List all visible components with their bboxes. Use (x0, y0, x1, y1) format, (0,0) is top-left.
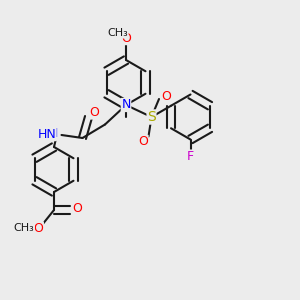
Text: CH₃: CH₃ (107, 28, 128, 38)
Text: O: O (162, 89, 171, 103)
Text: CH₃: CH₃ (14, 223, 34, 233)
Text: O: O (34, 222, 43, 235)
Text: O: O (72, 202, 82, 215)
Text: N: N (121, 98, 131, 112)
Text: S: S (147, 110, 156, 124)
Text: H: H (50, 128, 58, 139)
Text: N: N (49, 127, 58, 140)
Text: HN: HN (37, 128, 56, 141)
Text: O: O (121, 32, 131, 45)
Text: O: O (138, 135, 148, 148)
Text: F: F (187, 150, 194, 163)
Text: O: O (90, 106, 99, 119)
